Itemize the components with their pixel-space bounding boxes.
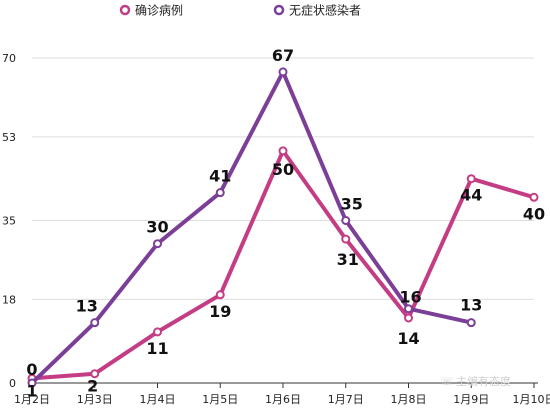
data-label: 13 xyxy=(460,296,482,315)
x-tick-label: 1月2日 xyxy=(14,393,50,406)
data-label: 67 xyxy=(272,46,294,65)
y-tick-label: 0 xyxy=(9,377,16,390)
watermark-text: 主编有态度 xyxy=(456,374,511,388)
data-point xyxy=(27,378,37,388)
data-label: 0 xyxy=(26,360,37,379)
data-point xyxy=(341,234,351,244)
series-line-1 xyxy=(30,69,474,385)
data-point xyxy=(153,327,162,337)
x-tick-label: 1月10日 xyxy=(513,393,550,406)
legend-label: 无症状感染者 xyxy=(289,3,361,18)
data-label: 40 xyxy=(523,204,545,223)
data-point xyxy=(153,239,162,249)
y-tick-label: 18 xyxy=(2,293,16,306)
data-label: 31 xyxy=(337,250,359,269)
data-label: 14 xyxy=(397,329,419,348)
x-tick-label: 1月7日 xyxy=(328,393,364,406)
data-label: 11 xyxy=(146,339,168,358)
data-labels: 1 2 11 19 50 31 14 44 40 0 13 30 41 67 35 16 13 xyxy=(26,46,545,400)
data-point xyxy=(404,313,413,323)
data-point xyxy=(278,67,288,77)
data-point xyxy=(90,318,100,328)
y-tick-label: 53 xyxy=(2,131,16,144)
series-group xyxy=(27,67,539,388)
data-label: 41 xyxy=(209,167,231,186)
data-point xyxy=(529,192,539,202)
y-tick-label: 70 xyxy=(2,52,16,65)
data-label: 44 xyxy=(460,186,482,205)
data-point xyxy=(215,290,225,300)
x-tick-label: 1月5日 xyxy=(202,393,238,406)
data-label: 13 xyxy=(76,297,98,316)
legend: 确诊病例 无症状感染者 xyxy=(119,3,361,18)
data-label: 19 xyxy=(209,302,231,321)
data-point xyxy=(278,146,288,156)
series-line-0 xyxy=(30,148,536,381)
data-point xyxy=(90,369,100,379)
x-tick-label: 1月6日 xyxy=(265,393,301,406)
x-tick-label: 1月4日 xyxy=(140,393,176,406)
legend-label: 确诊病例 xyxy=(135,3,183,18)
data-point xyxy=(215,188,225,198)
data-point xyxy=(466,318,476,328)
legend-marker xyxy=(273,4,285,16)
data-point xyxy=(341,216,351,225)
watermark-icon: ☏ xyxy=(440,375,454,388)
data-label: 35 xyxy=(341,195,363,214)
data-label: 16 xyxy=(399,288,421,307)
data-label: 50 xyxy=(272,160,294,179)
data-point xyxy=(404,304,413,314)
x-tick-label: 1月8日 xyxy=(391,393,427,406)
data-point xyxy=(466,174,476,184)
data-label: 1 xyxy=(26,381,37,400)
data-label: 30 xyxy=(146,218,168,237)
x-tick-label: 1月9日 xyxy=(453,393,489,406)
x-tick-label: 1月3日 xyxy=(77,393,113,406)
legend-marker xyxy=(119,4,131,16)
y-tick-label: 35 xyxy=(2,215,16,228)
watermark: ☏ 主编有态度 xyxy=(440,374,511,388)
axes: 0 18 35 53 70 1月2日 1月3日 1月4日 1月5日 1月6日 1月7日 1月8日 1月9… xyxy=(2,52,550,406)
data-label: 2 xyxy=(87,377,98,396)
